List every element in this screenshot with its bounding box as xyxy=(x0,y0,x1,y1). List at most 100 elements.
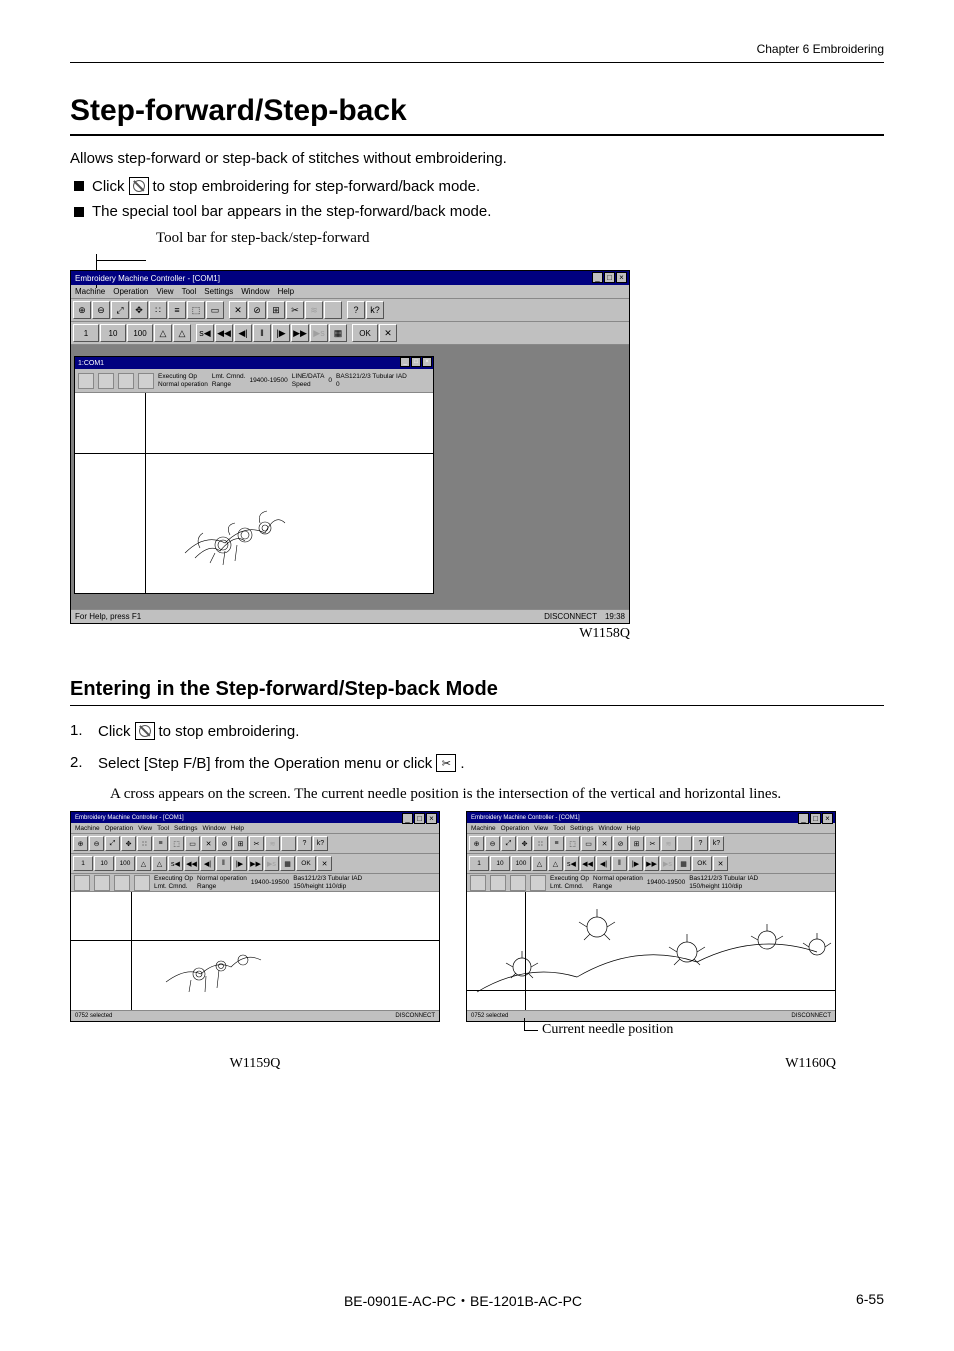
stop-icon[interactable]: ⊘ xyxy=(217,836,232,851)
palette-icon[interactable]: ⬚ xyxy=(187,301,205,319)
grid-toggle-icon[interactable]: ▦ xyxy=(329,324,347,342)
step-back-icon[interactable]: ◀| xyxy=(234,324,252,342)
minimize-button[interactable]: _ xyxy=(798,813,809,824)
menu-item[interactable]: Machine xyxy=(75,287,105,296)
stop-icon[interactable]: ⊘ xyxy=(248,301,266,319)
zoom-in-icon[interactable]: ⊕ xyxy=(73,836,88,851)
help-icon[interactable]: ? xyxy=(297,836,312,851)
menu-item[interactable]: View xyxy=(534,825,548,832)
seek-end-icon[interactable]: ▶s xyxy=(660,856,675,871)
tri-up2-icon[interactable]: △ xyxy=(152,856,167,871)
palette-icon[interactable]: ⬚ xyxy=(565,836,580,851)
rewind-icon[interactable]: ◀◀ xyxy=(184,856,199,871)
grid4-icon[interactable]: ∷ xyxy=(137,836,152,851)
step100-button[interactable]: 100 xyxy=(511,856,531,871)
close-button[interactable]: × xyxy=(822,813,833,824)
cancel-icon[interactable]: ✕ xyxy=(201,836,216,851)
status-btn[interactable] xyxy=(490,875,506,891)
menu-item[interactable]: Tool xyxy=(182,287,197,296)
status-btn-3[interactable] xyxy=(118,373,134,389)
seek-start-icon[interactable]: s◀ xyxy=(168,856,183,871)
status-btn-2[interactable] xyxy=(98,373,114,389)
menu-item[interactable]: Window xyxy=(241,287,269,296)
inner-close-button[interactable]: × xyxy=(422,357,432,367)
status-btn[interactable] xyxy=(134,875,150,891)
screen-icon[interactable]: ▭ xyxy=(581,836,596,851)
menu-item[interactable]: Help xyxy=(627,825,640,832)
wave-icon[interactable]: ≋ xyxy=(305,301,323,319)
whatsthis-icon[interactable]: k? xyxy=(709,836,724,851)
fit-icon[interactable]: ⤢ xyxy=(501,836,516,851)
zoom-out-icon[interactable]: ⊖ xyxy=(89,836,104,851)
ok-button[interactable]: OK xyxy=(352,324,378,342)
maximize-button[interactable]: □ xyxy=(810,813,821,824)
tri-up2-icon[interactable]: △ xyxy=(548,856,563,871)
help-icon[interactable]: ? xyxy=(347,301,365,319)
menu-item[interactable]: View xyxy=(138,825,152,832)
step-fwd-icon[interactable]: |▶ xyxy=(628,856,643,871)
menu-item[interactable]: Help xyxy=(278,287,294,296)
step10-button[interactable]: 10 xyxy=(100,324,126,342)
move-icon[interactable]: ✥ xyxy=(517,836,532,851)
zoom-out-icon[interactable]: ⊖ xyxy=(92,301,110,319)
status-btn[interactable] xyxy=(470,875,486,891)
whatsthis-icon[interactable]: k? xyxy=(313,836,328,851)
pause-icon[interactable]: ‖ xyxy=(253,324,271,342)
seek-end-icon[interactable]: ▶s xyxy=(264,856,279,871)
menu-item[interactable]: Operation xyxy=(105,825,134,832)
seek-start-icon[interactable]: s◀ xyxy=(564,856,579,871)
menu-item[interactable]: Help xyxy=(231,825,244,832)
step1-button[interactable]: 1 xyxy=(73,324,99,342)
maximize-button[interactable]: □ xyxy=(414,813,425,824)
close-button[interactable]: × xyxy=(616,272,627,283)
menu-item[interactable]: Settings xyxy=(570,825,594,832)
pause-icon[interactable]: ‖ xyxy=(216,856,231,871)
cancel-icon[interactable]: ✕ xyxy=(229,301,247,319)
cancel-icon[interactable]: ✕ xyxy=(597,836,612,851)
stepfb-icon[interactable]: ✂ xyxy=(286,301,304,319)
grid4-icon[interactable]: ∷ xyxy=(533,836,548,851)
screen-icon[interactable]: ▭ xyxy=(185,836,200,851)
cancel-button[interactable]: ✕ xyxy=(379,324,397,342)
step100-button[interactable]: 100 xyxy=(127,324,153,342)
close-button[interactable]: × xyxy=(426,813,437,824)
menu-item[interactable]: Window xyxy=(599,825,622,832)
screen-icon[interactable]: ▭ xyxy=(206,301,224,319)
status-btn[interactable] xyxy=(94,875,110,891)
whatsthis-icon[interactable]: k? xyxy=(366,301,384,319)
menu-item[interactable]: Tool xyxy=(157,825,169,832)
fit-icon[interactable]: ⤢ xyxy=(111,301,129,319)
status-btn[interactable] xyxy=(114,875,130,891)
menu-item[interactable]: Tool xyxy=(553,825,565,832)
menu-item[interactable]: Machine xyxy=(75,825,100,832)
grid-icon[interactable]: ⊞ xyxy=(267,301,285,319)
status-btn-1[interactable] xyxy=(78,373,94,389)
maximize-button[interactable]: □ xyxy=(604,272,615,283)
step100-button[interactable]: 100 xyxy=(115,856,135,871)
step10-button[interactable]: 10 xyxy=(490,856,510,871)
pause-icon[interactable]: ‖ xyxy=(612,856,627,871)
step1-button[interactable]: 1 xyxy=(73,856,93,871)
menu-item[interactable]: Operation xyxy=(501,825,530,832)
grid4-icon[interactable]: ∷ xyxy=(149,301,167,319)
grid-icon[interactable]: ⊞ xyxy=(629,836,644,851)
inner-max-button[interactable]: □ xyxy=(411,357,421,367)
step-fwd-icon[interactable]: |▶ xyxy=(272,324,290,342)
inner-min-button[interactable]: _ xyxy=(400,357,410,367)
move-icon[interactable]: ✥ xyxy=(121,836,136,851)
ok-button[interactable]: OK xyxy=(296,856,316,871)
stepfb-icon[interactable]: ✂ xyxy=(645,836,660,851)
grid9-icon[interactable]: ≡ xyxy=(549,836,564,851)
help-icon[interactable]: ? xyxy=(693,836,708,851)
zoom-out-icon[interactable]: ⊖ xyxy=(485,836,500,851)
seek-start-icon[interactable]: s◀ xyxy=(196,324,214,342)
cancel-button[interactable]: ✕ xyxy=(317,856,332,871)
stepfb-icon[interactable]: ✂ xyxy=(249,836,264,851)
rewind-icon[interactable]: ◀◀ xyxy=(215,324,233,342)
cancel-button[interactable]: ✕ xyxy=(713,856,728,871)
grid-toggle-icon[interactable]: ▦ xyxy=(676,856,691,871)
fastfwd-icon[interactable]: ▶▶ xyxy=(248,856,263,871)
step10-button[interactable]: 10 xyxy=(94,856,114,871)
tri-up2-icon[interactable]: △ xyxy=(173,324,191,342)
step-fwd-icon[interactable]: |▶ xyxy=(232,856,247,871)
